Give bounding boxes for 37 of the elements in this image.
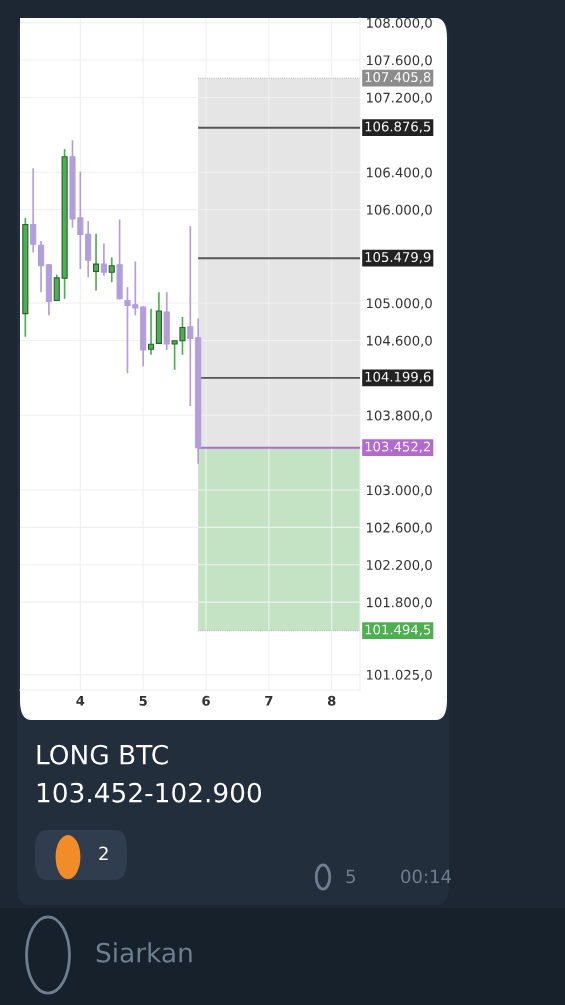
ref-line-label: 106.876,5 (365, 121, 431, 133)
y-tick-label: 102.600,0 (367, 522, 432, 534)
candlestick (37, 240, 45, 293)
x-tick-label: 6 (202, 695, 210, 706)
x-tick-label: 7 (265, 695, 273, 706)
ref-line-label: 105.479,9 (365, 252, 431, 264)
text: Siarkan (96, 942, 192, 963)
band-label: 101.494,5 (365, 624, 431, 636)
text: 00:14 (401, 869, 452, 884)
ref-line-label: 104.199,6 (365, 371, 431, 384)
text: 5 (346, 869, 355, 884)
x-tick-label: 5 (139, 695, 147, 706)
candlestick (187, 225, 194, 407)
candlestick (30, 167, 37, 254)
y-tick-label: 103.000,0 (367, 485, 432, 497)
y-tick-label: 104.600,0 (367, 335, 432, 347)
text: 2 (99, 846, 108, 860)
candlestick (108, 256, 115, 284)
y-tick-label: 102.200,0 (367, 559, 432, 572)
y-tick-label: 101.025,0 (367, 669, 432, 682)
y-tick-label: 105.000,0 (367, 298, 432, 310)
candlestick (147, 307, 155, 356)
y-tick-label: 107.200,0 (367, 92, 432, 104)
candlestick (100, 242, 107, 277)
y-tick-label: 103.800,0 (367, 410, 432, 422)
text: LONG BTC (37, 744, 168, 765)
y-tick-label: 101.800,0 (367, 597, 432, 609)
band-label: 107.405,8 (365, 72, 431, 84)
ref-line-label: 103.452,2 (365, 441, 430, 453)
y-tick-label: 107.600,0 (367, 55, 432, 67)
x-tick-label: 8 (327, 695, 336, 706)
candlestick (92, 232, 100, 292)
y-tick-label: 108.000,0 (367, 17, 432, 30)
text: 103.452-102.900 (37, 782, 262, 803)
y-tick-label: 106.000,0 (367, 204, 432, 217)
x-tick-label: 4 (76, 695, 85, 706)
y-tick-label: 106.400,0 (367, 167, 432, 179)
